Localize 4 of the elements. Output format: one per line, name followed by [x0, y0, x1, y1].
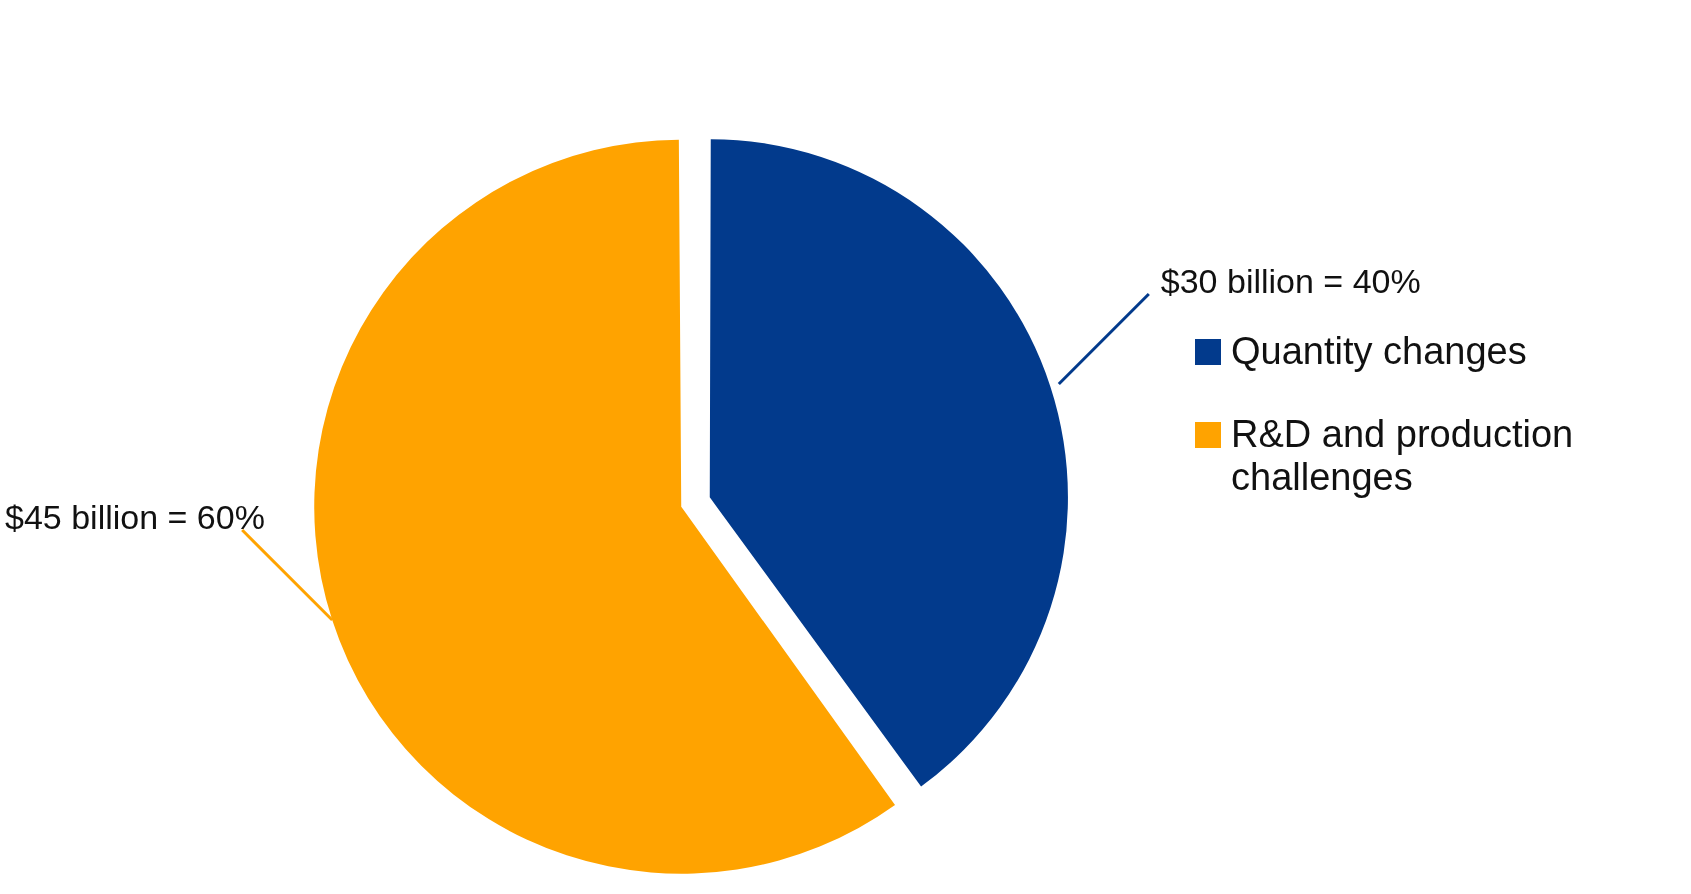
legend-label: R&D and production challenges — [1231, 413, 1575, 499]
data-label: $45 billion = 60% — [5, 498, 265, 537]
data-label: $30 billion = 40% — [1160, 262, 1421, 301]
legend-label: Quantity changes — [1231, 330, 1527, 373]
